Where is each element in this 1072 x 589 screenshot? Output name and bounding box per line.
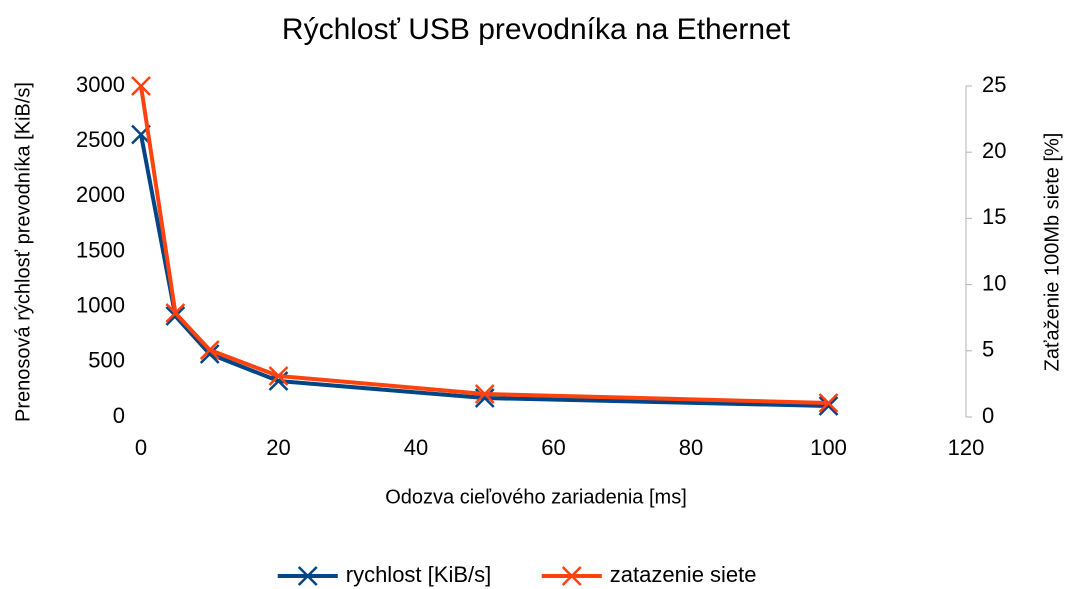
x-tick-label: 0 bbox=[135, 435, 147, 460]
x-tick-label: 40 bbox=[404, 435, 428, 460]
point-marker bbox=[818, 393, 839, 413]
y2-tick-label: 20 bbox=[982, 138, 1006, 163]
y-tick-label: 3000 bbox=[76, 72, 125, 97]
x-axis-label: Odozva cieľového zariadenia [ms] bbox=[385, 486, 687, 508]
series-line bbox=[139, 85, 829, 405]
x-tick-label: 20 bbox=[266, 435, 290, 460]
y2-tick-label: 15 bbox=[982, 204, 1006, 229]
point-marker bbox=[165, 303, 186, 323]
y2-tick-label: 0 bbox=[982, 403, 994, 428]
y-tick-label: 1000 bbox=[76, 292, 125, 317]
y-tick-label: 1500 bbox=[76, 237, 125, 262]
y-tick-label: 500 bbox=[88, 348, 125, 373]
point-marker bbox=[474, 384, 495, 404]
y-axis-label: Prenosová rýchlosť prevodníka [KiB/s] bbox=[12, 82, 34, 422]
point-marker bbox=[199, 340, 220, 360]
legend-marker bbox=[297, 566, 318, 586]
x-tick-label: 120 bbox=[948, 435, 985, 460]
chart-title: Rýchlosť USB prevodníka na Ethernet bbox=[282, 13, 791, 46]
y2-axis-label: Zaťaženie 100Mb siete [%] bbox=[1041, 133, 1063, 372]
x-tick-label: 60 bbox=[541, 435, 565, 460]
legend-label: zatazenie siete bbox=[610, 562, 757, 587]
point-marker bbox=[131, 76, 151, 96]
y2-tick-label: 10 bbox=[982, 270, 1006, 295]
legend-marker bbox=[561, 566, 582, 586]
point-marker bbox=[268, 366, 289, 386]
x-tick-label: 100 bbox=[810, 435, 847, 460]
y-tick-label: 2000 bbox=[76, 182, 125, 207]
y-tick-label: 0 bbox=[113, 403, 125, 428]
legend-label: rychlost [KiB/s] bbox=[346, 562, 491, 587]
y-tick-label: 2500 bbox=[76, 127, 125, 152]
series-line bbox=[139, 134, 829, 408]
x-tick-label: 80 bbox=[679, 435, 703, 460]
y2-tick-label: 5 bbox=[982, 337, 994, 362]
point-marker bbox=[199, 344, 220, 364]
point-marker bbox=[818, 396, 839, 416]
y2-tick-label: 25 bbox=[982, 72, 1006, 97]
